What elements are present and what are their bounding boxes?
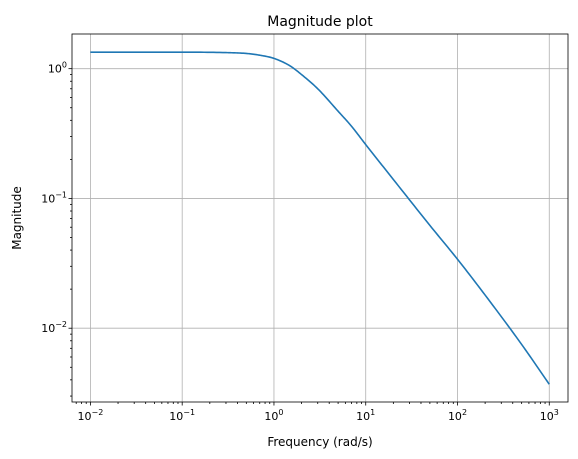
x-tick-label: 10−1: [169, 408, 195, 423]
major-ticks: [68, 68, 550, 406]
y-axis-label: Magnitude: [10, 186, 24, 250]
series-layer: [90, 51, 550, 385]
y-tick-label: 10−1: [41, 190, 67, 205]
grid-lines: [72, 34, 568, 402]
chart-title: Magnitude plot: [267, 14, 373, 30]
x-tick-label: 101: [356, 408, 375, 423]
axes-frame: [71, 33, 569, 403]
x-tick-label: 10−2: [78, 408, 104, 423]
y-tick-label: 100: [48, 61, 67, 76]
y-tick-label: 10−2: [41, 320, 67, 335]
series-line: [90, 51, 550, 385]
x-axis-label: Frequency (rad/s): [267, 435, 372, 449]
tick-labels: 10−2 10−1 100 101 102 103 10−2 10−1 100: [41, 61, 559, 423]
x-tick-label: 103: [540, 408, 559, 423]
x-tick-label: 100: [264, 408, 283, 423]
x-tick-label: 102: [448, 408, 467, 423]
